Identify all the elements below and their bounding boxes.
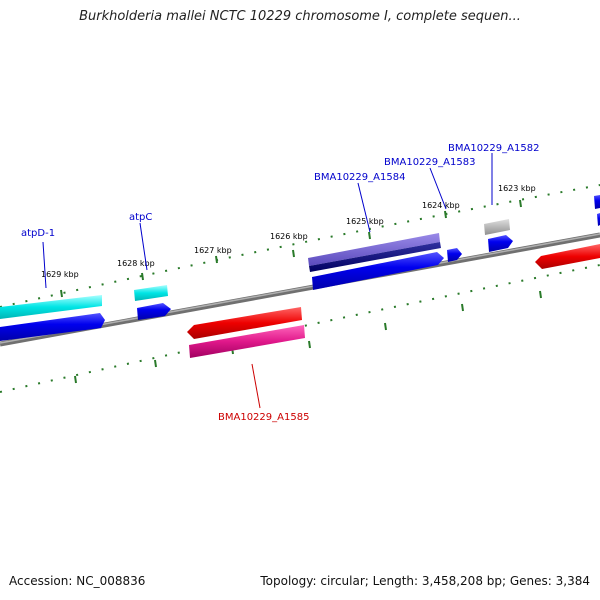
tick-label-1626: 1626 kbp <box>270 232 308 241</box>
gene-BMA10229_A1585[interactable] <box>189 325 305 358</box>
tick-label-1625: 1625 kbp <box>346 217 384 226</box>
inner-major-ticks <box>74 290 542 384</box>
leader-BMA10229_A1584 <box>357 182 371 233</box>
tick-label-1628: 1628 kbp <box>117 259 155 268</box>
gene-BMA10229_A1584[interactable] <box>308 233 440 266</box>
genome-summary-text: Topology: circular; Length: 3,458,208 bp… <box>260 574 590 588</box>
label-atpD-1[interactable]: atpD-1 <box>21 228 55 239</box>
cds-atpC[interactable] <box>137 303 171 320</box>
outer-major-ticks <box>60 199 522 298</box>
label-BMA10229_A1585[interactable]: BMA10229_A1585 <box>218 412 309 423</box>
map-title: Burkholderia mallei NCTC 10229 chromosom… <box>79 9 521 24</box>
label-BMA10229_A1584[interactable]: BMA10229_A1584 <box>314 172 405 183</box>
label-BMA10229_A1583[interactable]: BMA10229_A1583 <box>384 157 475 168</box>
cds-BMA10229_A1583[interactable] <box>447 248 462 262</box>
gene-BMA10229_A1584-inner[interactable] <box>309 242 441 272</box>
label-atpC[interactable]: atpC <box>129 212 152 223</box>
cds-edge-right-1[interactable] <box>594 195 600 209</box>
leader-atpD-1 <box>42 241 47 289</box>
gene-atpC[interactable] <box>134 285 168 301</box>
cds-atpD-1[interactable] <box>0 313 105 341</box>
tick-label-1624: 1624 kbp <box>422 201 460 210</box>
accession-text: Accession: NC_008836 <box>9 574 146 588</box>
cds-edge-right-red[interactable] <box>535 244 600 269</box>
cds-BMA10229_A1584[interactable] <box>312 252 444 290</box>
leader-atpC <box>139 222 148 271</box>
label-BMA10229_A1582[interactable]: BMA10229_A1582 <box>448 143 539 154</box>
tick-label-1629: 1629 kbp <box>41 270 79 279</box>
tick-label-1627: 1627 kbp <box>194 246 232 255</box>
leader-BMA10229_A1585 <box>251 363 261 409</box>
cds-BMA10229_A1585[interactable] <box>187 307 302 339</box>
leader-BMA10229_A1583 <box>429 167 447 210</box>
gene-atpD-1[interactable] <box>0 295 102 319</box>
cds-edge-right-2[interactable] <box>597 213 600 226</box>
cds-BMA10229_A1582[interactable] <box>488 235 513 252</box>
gene-BMA10229_A1582[interactable] <box>484 219 510 235</box>
tick-label-1623: 1623 kbp <box>498 184 536 193</box>
